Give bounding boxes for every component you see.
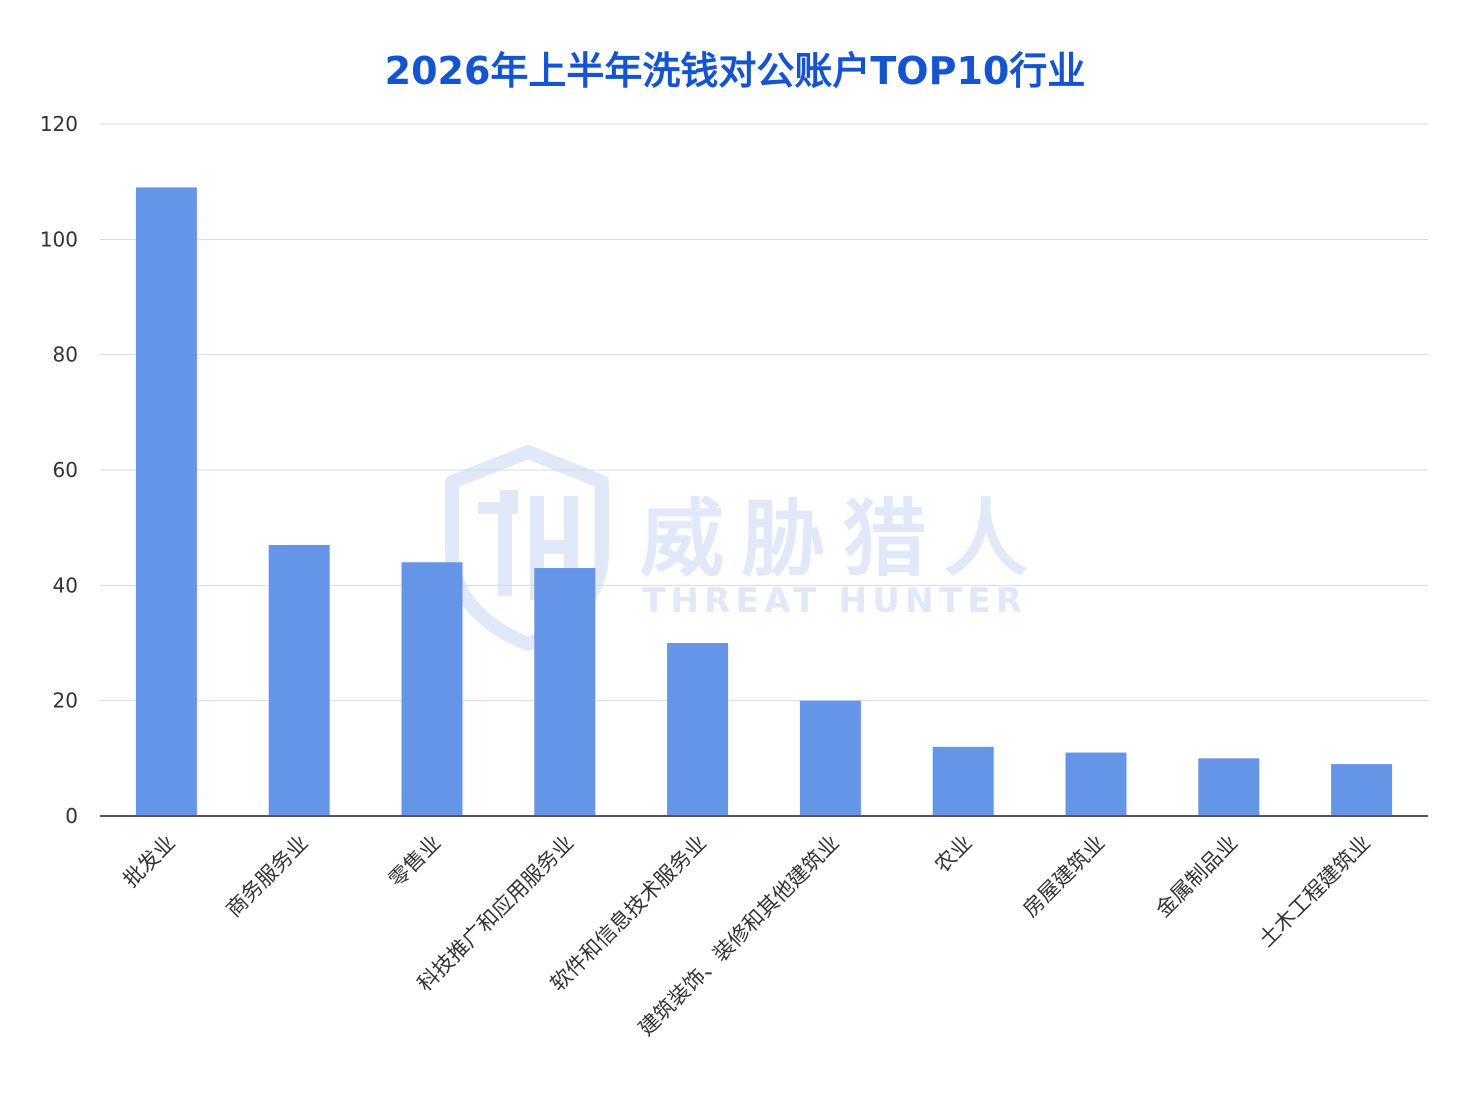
y-tick-label: 20 bbox=[53, 689, 78, 713]
y-tick-label: 60 bbox=[53, 458, 78, 482]
watermark-cn-text: 威胁猎人 bbox=[640, 490, 1028, 588]
bars bbox=[135, 187, 1393, 816]
watermark-en-text: THREAT HUNTER bbox=[642, 581, 1026, 621]
bar-2 bbox=[268, 544, 330, 816]
y-tick-label: 0 bbox=[65, 804, 78, 828]
bar-6 bbox=[799, 700, 861, 816]
bar-8 bbox=[1065, 752, 1127, 816]
x-tick-label: 农业 bbox=[930, 831, 977, 878]
chart-title: 2026年上半年洗钱对公账户TOP10行业 bbox=[385, 49, 1086, 93]
bar-1 bbox=[135, 187, 197, 816]
x-tick-label: 土木工程建筑业 bbox=[1254, 831, 1375, 952]
x-tick-label: 房屋建筑业 bbox=[1018, 831, 1109, 922]
bar-5 bbox=[667, 643, 729, 816]
x-tick-label: 零售业 bbox=[384, 831, 446, 893]
x-tick-label: 商务服务业 bbox=[222, 831, 313, 922]
bar-3 bbox=[401, 562, 463, 816]
bar-7 bbox=[932, 746, 994, 816]
y-tick-label: 40 bbox=[53, 573, 78, 597]
y-tick-label: 80 bbox=[53, 343, 78, 367]
bar-9 bbox=[1198, 758, 1260, 816]
y-tick-label: 120 bbox=[40, 112, 78, 136]
y-tick-label: 100 bbox=[40, 227, 78, 251]
x-tick-label: 金属制品业 bbox=[1151, 831, 1242, 922]
bar-10 bbox=[1331, 764, 1393, 816]
bar-4 bbox=[534, 568, 596, 816]
x-tick-label: 批发业 bbox=[118, 831, 180, 893]
y-tick-labels: 0 20 40 60 80 100 120 bbox=[40, 112, 78, 828]
x-tick-labels: 批发业 商务服务业 零售业科技推广和应用服务业软件和信息技术服务业建筑装饰、装修和其… bbox=[118, 831, 1375, 1041]
